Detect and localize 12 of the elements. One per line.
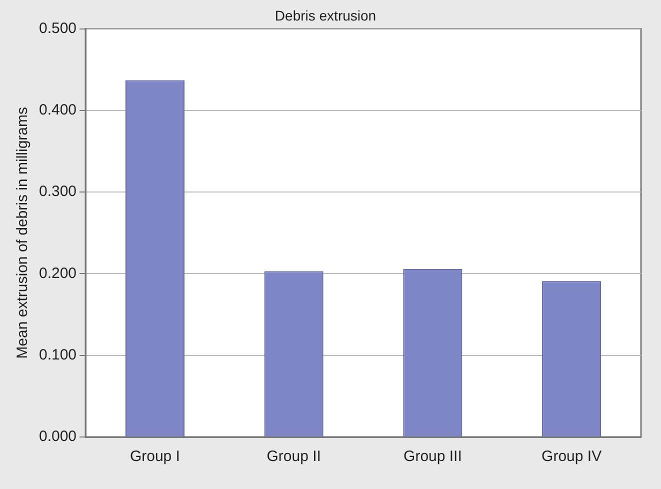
y-tick-label: 0.300 xyxy=(38,183,77,200)
y-tick-label: 0.200 xyxy=(38,264,77,282)
y-tick-label: 0.500 xyxy=(38,20,77,37)
x-tick-label: Group III xyxy=(404,448,462,466)
x-tick-label: Group II xyxy=(266,448,321,466)
y-tick-label: 0.000 xyxy=(38,428,77,446)
chart-title: Debris extrusion xyxy=(274,7,376,24)
x-tick-label: Group IV xyxy=(542,448,602,466)
y-tick-label: 0.400 xyxy=(38,102,77,119)
y-axis-title: Mean extrusion of debris in milligrams xyxy=(14,107,32,359)
y-tick-label: 0.100 xyxy=(38,346,77,364)
x-tick-label: Group I xyxy=(130,448,180,466)
